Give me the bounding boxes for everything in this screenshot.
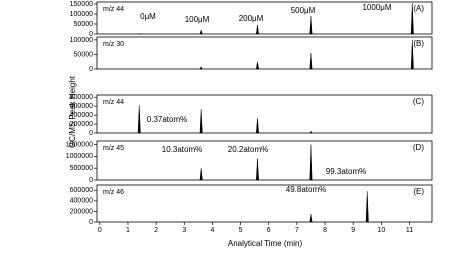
annotation: 0.37atom% (147, 115, 187, 124)
x-tick-label: 3 (182, 227, 186, 234)
y-tick-label: 50000 (74, 51, 94, 58)
peak (410, 2, 414, 35)
y-tick-label: 200000 (70, 208, 93, 215)
annotation: 99.3atom% (326, 167, 366, 176)
panel-frame (96, 184, 433, 223)
x-tick-label: 0 (98, 227, 102, 234)
peak (255, 61, 259, 70)
annotation: 500μM (291, 6, 316, 15)
x-tick-label: 5 (239, 227, 243, 234)
annotation: 0μM (140, 12, 156, 21)
x-tick-label: 7 (295, 227, 299, 234)
peak (199, 168, 203, 181)
panel-frame (96, 140, 433, 181)
y-tick-label: 400000 (70, 198, 93, 205)
y-tick-label: 400000 (70, 112, 93, 119)
y-tick-label: 100000 (70, 37, 93, 44)
peak (255, 118, 259, 134)
y-tick-label: 500000 (70, 165, 93, 172)
x-tick-label: 10 (377, 227, 385, 234)
y-tick-label: 0 (89, 177, 93, 184)
panel-title: m/z 44 (103, 6, 124, 13)
annotation: 20.2atom% (228, 145, 268, 154)
x-tick-label: 4 (210, 227, 214, 234)
annotation: 1000μM (362, 3, 391, 12)
peak (199, 29, 203, 35)
peak (255, 158, 259, 181)
y-tick-label: 0 (89, 219, 93, 226)
y-tick-label: 100000 (70, 11, 93, 18)
panel-title: m/z 44 (103, 99, 124, 106)
panel-label: (B) (413, 39, 424, 48)
y-tick-label: 50000 (74, 21, 94, 28)
panel-label: (C) (413, 97, 424, 106)
peak (255, 24, 259, 35)
y-tick-label: 1000000 (66, 153, 93, 160)
x-tick-label: 9 (351, 227, 355, 234)
x-tick-label: 6 (267, 227, 271, 234)
annotation: 10.3atom% (162, 145, 202, 154)
peak (309, 214, 313, 223)
peak (410, 39, 414, 70)
peak (309, 52, 313, 70)
peak (199, 66, 203, 70)
annotation: 100μM (185, 15, 210, 24)
panel-frame (96, 1, 433, 35)
y-axis-label: GC/MS Peak Height (68, 75, 77, 148)
y-tick-label: 0 (89, 66, 93, 73)
peak (309, 144, 313, 181)
annotation: 200μM (239, 14, 264, 23)
peak (309, 15, 313, 35)
annotation: 49.8atom% (286, 185, 326, 194)
x-tick-label: 11 (406, 227, 413, 234)
panel-label: (D) (413, 143, 424, 152)
x-tick-label: 2 (154, 227, 158, 234)
y-tick-label: 0 (89, 31, 93, 38)
peak (309, 130, 313, 134)
panel-label: (A) (413, 4, 424, 13)
panel-title: m/z 30 (103, 41, 124, 48)
peak (199, 109, 203, 134)
y-tick-label: 1500000 (66, 141, 93, 148)
peak (137, 105, 141, 134)
panel-title: m/z 45 (103, 145, 124, 152)
panel-frame (96, 36, 433, 70)
y-tick-label: 200000 (70, 121, 93, 128)
y-tick-label: 600000 (70, 187, 93, 194)
x-tick-label: 1 (126, 227, 130, 234)
panel-frame (96, 94, 433, 134)
x-tick-label: 8 (323, 227, 327, 234)
x-axis-label: Analytical Time (min) (228, 239, 303, 248)
panel-label: (E) (413, 187, 424, 196)
y-tick-label: 0 (89, 130, 93, 137)
peak (365, 191, 369, 223)
y-tick-label: 150000 (70, 1, 93, 8)
y-tick-label: 600000 (70, 103, 93, 110)
panel-title: m/z 46 (103, 189, 124, 196)
y-tick-label: 800000 (70, 94, 93, 101)
